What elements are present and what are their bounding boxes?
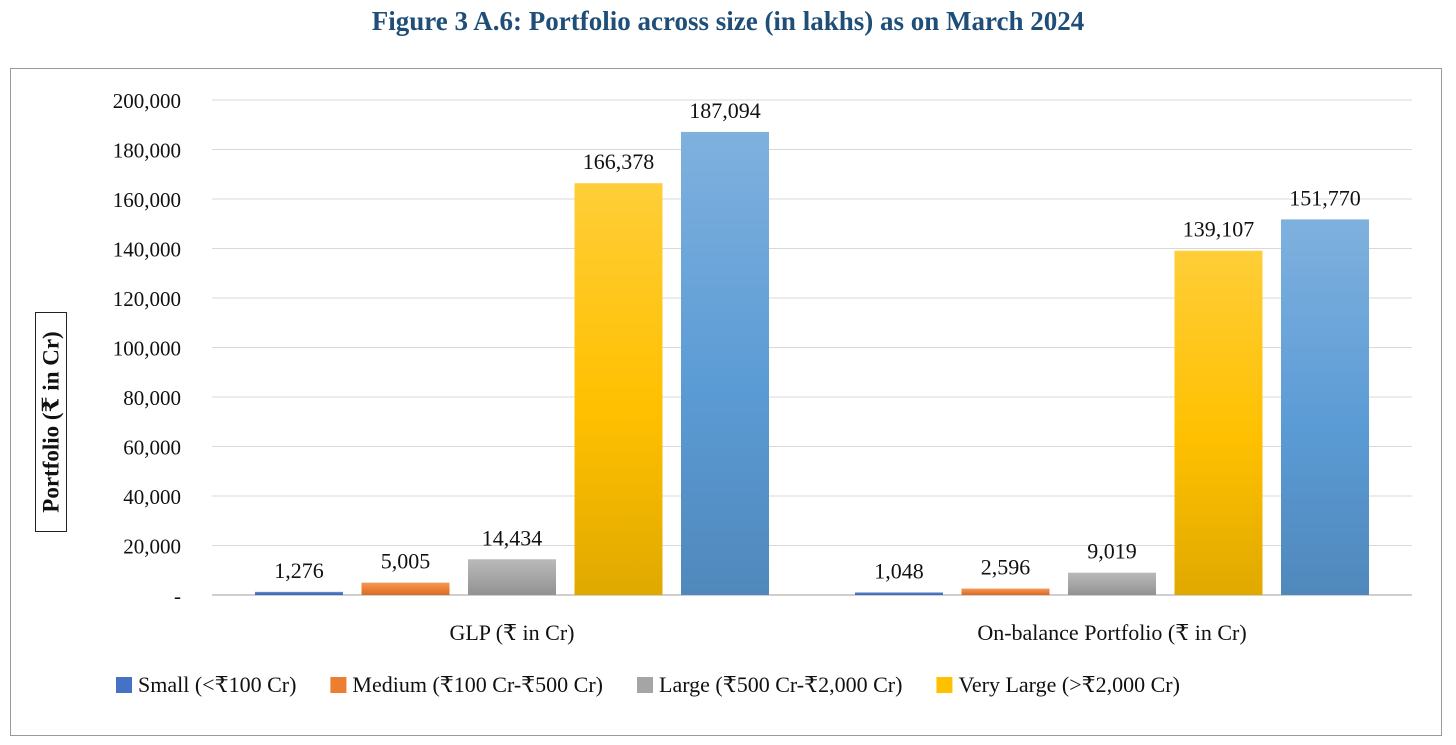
data-label: 139,107 xyxy=(1183,217,1255,242)
bar xyxy=(361,582,450,595)
data-labels: 1,276 5,005 14,434 166,378 187,094 1,048 2,596… xyxy=(274,98,1361,583)
y-tick-label: 200,000 xyxy=(113,89,181,113)
y-tick-label: 60,000 xyxy=(123,436,181,460)
y-axis-label-box xyxy=(35,312,67,532)
chart-title: Figure 3 A.6: Portfolio across size (in … xyxy=(371,6,1085,36)
bar xyxy=(681,131,769,595)
x-category-label: On-balance Portfolio (₹ in Cr) xyxy=(977,620,1246,645)
data-label: 14,434 xyxy=(482,525,543,550)
bars xyxy=(255,131,1369,595)
y-tick-label: 40,000 xyxy=(123,485,181,509)
y-tick-label: 140,000 xyxy=(113,238,181,262)
chart-frame xyxy=(10,68,1442,736)
bar xyxy=(961,588,1050,595)
y-tick-label: 160,000 xyxy=(113,188,181,212)
legend: Small (<₹100 Cr) Medium (₹100 Cr-₹500 Cr)… xyxy=(116,672,1180,697)
bar xyxy=(1281,219,1369,595)
data-label: 151,770 xyxy=(1289,185,1361,210)
y-tick-label: 100,000 xyxy=(113,337,181,361)
bar xyxy=(574,183,663,595)
data-label: 187,094 xyxy=(689,98,761,123)
data-label: 2,596 xyxy=(981,555,1031,580)
legend-entry: Small (<₹100 Cr) xyxy=(138,672,296,697)
bar xyxy=(1068,572,1156,595)
x-axis-categories: GLP (₹ in Cr) On-balance Portfolio (₹ in … xyxy=(449,620,1246,645)
legend-swatch xyxy=(637,677,653,693)
bar xyxy=(1174,250,1263,595)
y-tick-label: - xyxy=(174,584,181,608)
data-label: 1,048 xyxy=(874,558,924,583)
data-label: 1,276 xyxy=(274,558,324,583)
y-tick-label: 180,000 xyxy=(113,139,181,163)
legend-entry: Large (₹500 Cr-₹2,000 Cr) xyxy=(659,672,902,697)
y-axis-label: Portfolio (₹ in Cr) xyxy=(38,331,64,513)
legend-entry: Very Large (>₹2,000 Cr) xyxy=(958,672,1180,697)
bar xyxy=(855,592,943,595)
y-tick-label: 120,000 xyxy=(113,287,181,311)
data-label: 9,019 xyxy=(1087,539,1137,564)
legend-entry: Medium (₹100 Cr-₹500 Cr) xyxy=(352,672,603,697)
legend-swatch xyxy=(330,677,347,693)
y-tick-label: 80,000 xyxy=(123,386,181,410)
legend-swatch xyxy=(936,677,953,693)
x-category-label: GLP (₹ in Cr) xyxy=(449,620,574,645)
data-label: 5,005 xyxy=(381,549,431,574)
bar xyxy=(468,559,556,595)
y-axis-ticks: - 20,000 40,000 60,000 80,000 100,000 120,000 1… xyxy=(113,89,181,608)
y-tick-label: 20,000 xyxy=(123,535,181,559)
data-label: 166,378 xyxy=(583,149,655,174)
bar xyxy=(255,591,343,595)
legend-swatch xyxy=(116,677,132,693)
